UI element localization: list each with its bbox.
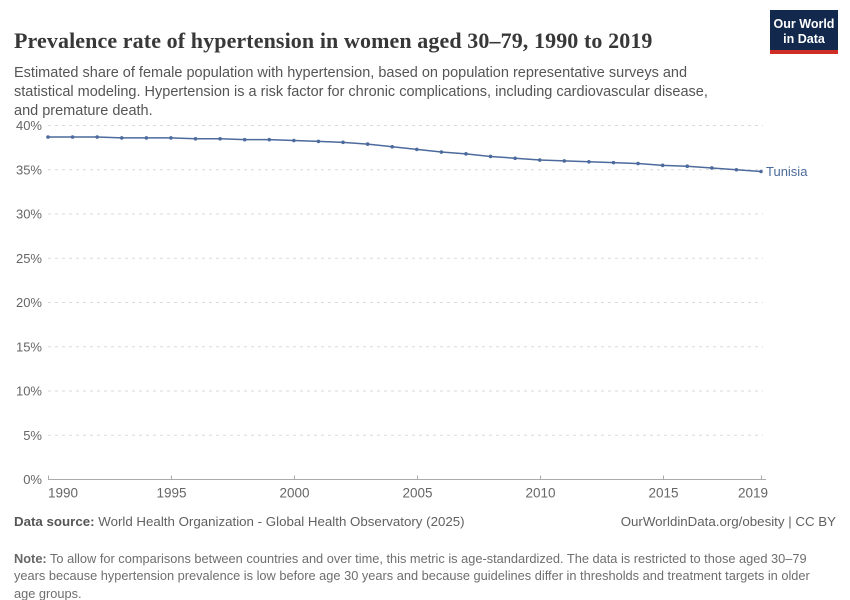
data-point[interactable] xyxy=(46,135,50,139)
data-point[interactable] xyxy=(267,137,272,142)
owid-logo-line2: in Data xyxy=(783,32,825,46)
note-label: Note: xyxy=(14,550,47,566)
y-axis-label: 5% xyxy=(23,428,42,443)
data-point[interactable] xyxy=(537,158,542,162)
y-axis-label: 30% xyxy=(16,207,42,222)
data-point[interactable] xyxy=(292,138,296,143)
data-point[interactable] xyxy=(439,150,444,154)
page-title: Prevalence rate of hypertension in women… xyxy=(14,27,653,53)
data-point[interactable] xyxy=(562,159,567,163)
line-chart: 0% 5% 10% 15% 20% 25% 30% 35% 40% 1990 1995 2000 200… xyxy=(16,118,808,501)
series-label-tunisia[interactable]: Tunisia xyxy=(766,164,808,179)
data-point[interactable] xyxy=(710,166,714,170)
data-point[interactable] xyxy=(119,136,124,140)
data-point[interactable] xyxy=(587,159,591,164)
data-point[interactable] xyxy=(390,144,395,149)
data-source-line: Data source: World Health Organization -… xyxy=(14,514,465,529)
data-point[interactable] xyxy=(759,169,763,174)
data-source-label: Data source: xyxy=(14,514,95,529)
data-point[interactable] xyxy=(464,152,468,156)
data-point[interactable] xyxy=(218,136,222,141)
footer: Data source: World Health Organization -… xyxy=(14,514,836,529)
x-axis-label: 2010 xyxy=(525,486,555,501)
data-point[interactable] xyxy=(414,147,419,152)
data-point[interactable] xyxy=(70,135,75,139)
data-point[interactable] xyxy=(513,156,517,161)
y-axis-label: 25% xyxy=(16,251,42,266)
data-point[interactable] xyxy=(316,139,321,144)
data-point[interactable] xyxy=(734,167,739,172)
data-point[interactable] xyxy=(685,164,690,169)
x-axis-label: 1990 xyxy=(48,486,78,501)
y-axis-label: 15% xyxy=(16,339,42,354)
y-axis-label: 20% xyxy=(16,295,42,310)
owid-logo[interactable]: Our World in Data xyxy=(770,10,838,54)
attribution-link[interactable]: OurWorldinData.org/obesity | CC BY xyxy=(620,514,836,529)
series-line-tunisia[interactable] xyxy=(48,136,762,173)
y-axis-label: 0% xyxy=(23,472,42,487)
owid-logo-line1: Our World xyxy=(773,17,835,31)
data-point[interactable] xyxy=(636,161,640,166)
x-axis-label: 2000 xyxy=(279,486,309,501)
note-text: To allow for comparisons between countri… xyxy=(14,550,810,600)
x-axis-label: 2015 xyxy=(648,486,678,501)
data-point[interactable] xyxy=(169,136,173,140)
data-point[interactable] xyxy=(95,135,99,139)
data-point[interactable] xyxy=(365,142,370,146)
x-axis-label: 1995 xyxy=(156,486,186,501)
data-point[interactable] xyxy=(660,163,665,168)
data-point[interactable] xyxy=(193,136,198,141)
data-point[interactable] xyxy=(341,140,345,145)
chart-subtitle: Estimated share of female population wit… xyxy=(14,64,708,119)
x-axis-label: 2005 xyxy=(402,486,432,501)
y-axis-label: 35% xyxy=(16,162,42,177)
data-point[interactable] xyxy=(144,136,149,140)
footnote: Note: To allow for comparisons between c… xyxy=(14,550,814,600)
y-axis-label: 10% xyxy=(16,384,42,399)
y-axis-label: 40% xyxy=(16,118,42,133)
x-axis-label: 2019 xyxy=(738,486,768,501)
data-point[interactable] xyxy=(488,154,493,159)
data-point[interactable] xyxy=(242,137,247,142)
data-point[interactable] xyxy=(611,160,616,165)
data-source-text: World Health Organization - Global Healt… xyxy=(94,514,465,529)
